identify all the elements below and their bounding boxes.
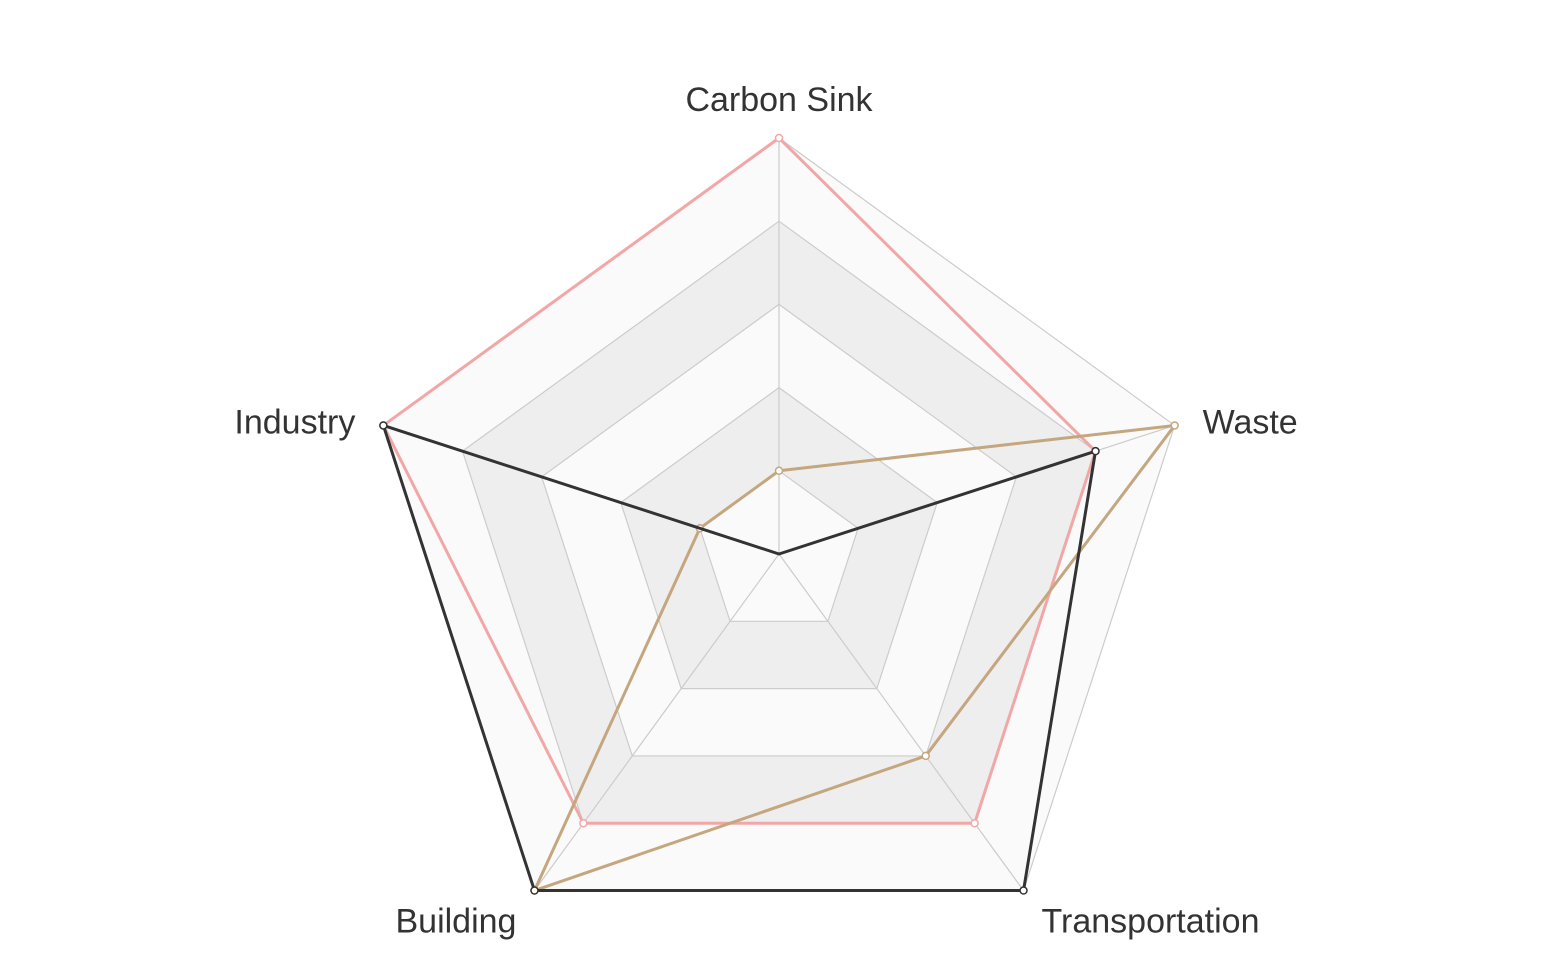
radar-series xyxy=(379,133,1179,895)
radar-data-point xyxy=(970,818,979,828)
radar-data-point xyxy=(774,466,784,476)
radar-data-point xyxy=(579,818,588,828)
radar-axis-line xyxy=(533,553,780,891)
radar-data-point xyxy=(1019,886,1028,895)
axis-label-waste: Waste xyxy=(1203,403,1298,441)
axis-label-industry: Industry xyxy=(234,403,355,441)
axis-labels: Carbon Sink Waste Transportation Building In… xyxy=(234,81,1297,941)
radar-split-line xyxy=(620,386,938,690)
axis-label-carbon-sink: Carbon Sink xyxy=(685,81,873,119)
radar-series-line xyxy=(381,136,1098,825)
radar-data-point xyxy=(774,133,784,143)
radar-data-point xyxy=(1091,446,1100,456)
radar-data-point xyxy=(1170,421,1179,430)
radar-series-line xyxy=(532,423,1177,893)
radar-axis-line xyxy=(778,553,1025,891)
axis-label-building: Building xyxy=(395,903,516,941)
radar-grid xyxy=(382,137,1176,892)
axis-label-transportation: Transportation xyxy=(1042,903,1260,941)
radar-data-point xyxy=(530,886,539,895)
radar-data-point xyxy=(379,421,388,430)
radar-series-line xyxy=(381,423,1098,893)
radar-data-point xyxy=(921,751,930,761)
